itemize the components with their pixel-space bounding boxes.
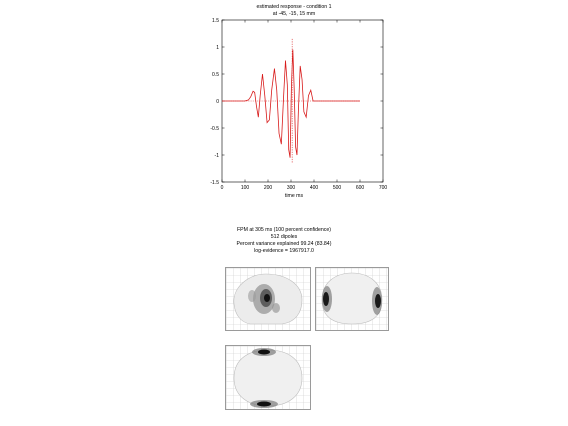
- x-tick-label: 500: [333, 185, 342, 191]
- chart-title: estimated response - condition 1: [256, 4, 332, 10]
- x-tick-label: 200: [264, 185, 273, 191]
- x-tick-label: 700: [379, 185, 388, 191]
- y-tick-label: 1.5: [212, 18, 219, 24]
- x-tick-label: 0: [221, 185, 224, 191]
- x-axis-label: time ms: [284, 193, 304, 199]
- glass-brain-sagittal: [225, 267, 311, 331]
- series-line-0: [222, 49, 360, 158]
- x-tick-label: 400: [310, 185, 319, 191]
- y-tick-label: 1: [216, 45, 219, 51]
- y-tick-label: -1: [215, 153, 220, 159]
- x-tick-label: 300: [287, 185, 296, 191]
- fpm-title: FPM at 305 ms (100 percent confidence): [237, 227, 331, 233]
- y-tick-label: -1.5: [210, 180, 219, 186]
- fpm-log-evidence: log-evidence = 1967917.0: [254, 248, 314, 254]
- fpm-variance: Percent variance explained 99.24 (83.84): [236, 241, 332, 247]
- x-tick-label: 600: [356, 185, 365, 191]
- y-tick-label: 0: [216, 99, 219, 105]
- chart-subtitle: at -45, -15, 15 mm: [272, 11, 316, 17]
- y-tick-label: -0.5: [210, 126, 219, 132]
- glass-brain-axial: [225, 345, 311, 410]
- y-tick-label: 0.5: [212, 72, 219, 78]
- glass-brain-coronal: [315, 267, 389, 331]
- x-tick-label: 100: [241, 185, 250, 191]
- fpm-dipoles: 512 dipoles: [270, 234, 298, 240]
